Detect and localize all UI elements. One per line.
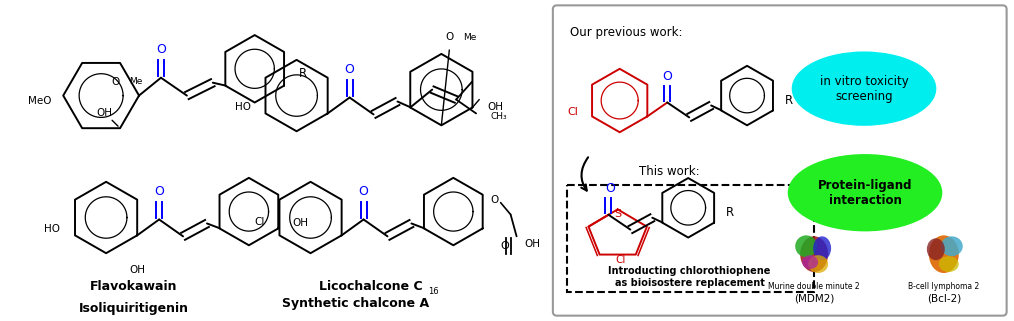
Text: MeO: MeO <box>27 96 52 106</box>
Text: in vitro toxicity
screening: in vitro toxicity screening <box>819 74 909 103</box>
Text: Introducting chlorothiophene
as bioisostere replacement: Introducting chlorothiophene as bioisost… <box>608 266 771 288</box>
Text: OH: OH <box>129 265 145 275</box>
Text: (Bcl-2): (Bcl-2) <box>927 294 961 304</box>
Bar <box>567 185 814 292</box>
Ellipse shape <box>941 236 962 256</box>
Text: Protein-ligand
interaction: Protein-ligand interaction <box>817 179 913 207</box>
Text: Our previous work:: Our previous work: <box>570 26 682 39</box>
Text: (MDM2): (MDM2) <box>794 294 835 304</box>
Text: R: R <box>298 67 306 80</box>
Text: O: O <box>500 241 509 251</box>
Text: O: O <box>345 63 355 76</box>
Text: Murine double minute 2: Murine double minute 2 <box>769 282 860 291</box>
Ellipse shape <box>929 235 959 273</box>
Text: S: S <box>614 209 622 219</box>
Ellipse shape <box>792 51 936 126</box>
Text: Cl: Cl <box>567 108 578 117</box>
Ellipse shape <box>808 255 828 273</box>
Text: Flavokawain: Flavokawain <box>90 281 177 293</box>
Text: Cl: Cl <box>255 217 265 228</box>
Text: HO: HO <box>45 224 60 234</box>
Text: Me: Me <box>129 77 142 86</box>
Text: Me: Me <box>463 33 477 42</box>
Text: Isoliquiritigenin: Isoliquiritigenin <box>79 302 189 315</box>
Text: O: O <box>491 195 499 205</box>
Text: This work:: This work: <box>639 165 700 178</box>
Ellipse shape <box>800 236 828 272</box>
Ellipse shape <box>802 255 818 269</box>
Text: O: O <box>359 185 368 198</box>
Text: 16: 16 <box>428 287 439 296</box>
Text: HO: HO <box>234 102 250 112</box>
Text: OH: OH <box>488 102 503 112</box>
Text: CH₃: CH₃ <box>490 112 507 121</box>
Text: B-cell lymphoma 2: B-cell lymphoma 2 <box>909 282 980 291</box>
Text: O: O <box>605 182 615 195</box>
Ellipse shape <box>927 238 945 260</box>
Text: O: O <box>111 77 120 87</box>
Text: OH: OH <box>524 239 540 249</box>
Text: O: O <box>662 70 672 83</box>
Ellipse shape <box>795 235 817 257</box>
Text: OH: OH <box>293 219 309 229</box>
Text: O: O <box>156 43 166 56</box>
Text: R: R <box>785 94 793 107</box>
Ellipse shape <box>939 256 959 272</box>
Text: O: O <box>445 32 453 42</box>
Text: O: O <box>154 185 164 198</box>
Text: Cl: Cl <box>615 255 626 265</box>
Text: OH: OH <box>96 108 113 118</box>
Text: Licochalcone C: Licochalcone C <box>318 281 422 293</box>
Ellipse shape <box>788 154 942 231</box>
Ellipse shape <box>813 236 831 260</box>
Text: Synthetic chalcone A: Synthetic chalcone A <box>282 297 429 310</box>
Text: R: R <box>726 206 734 219</box>
FancyBboxPatch shape <box>553 5 1007 316</box>
